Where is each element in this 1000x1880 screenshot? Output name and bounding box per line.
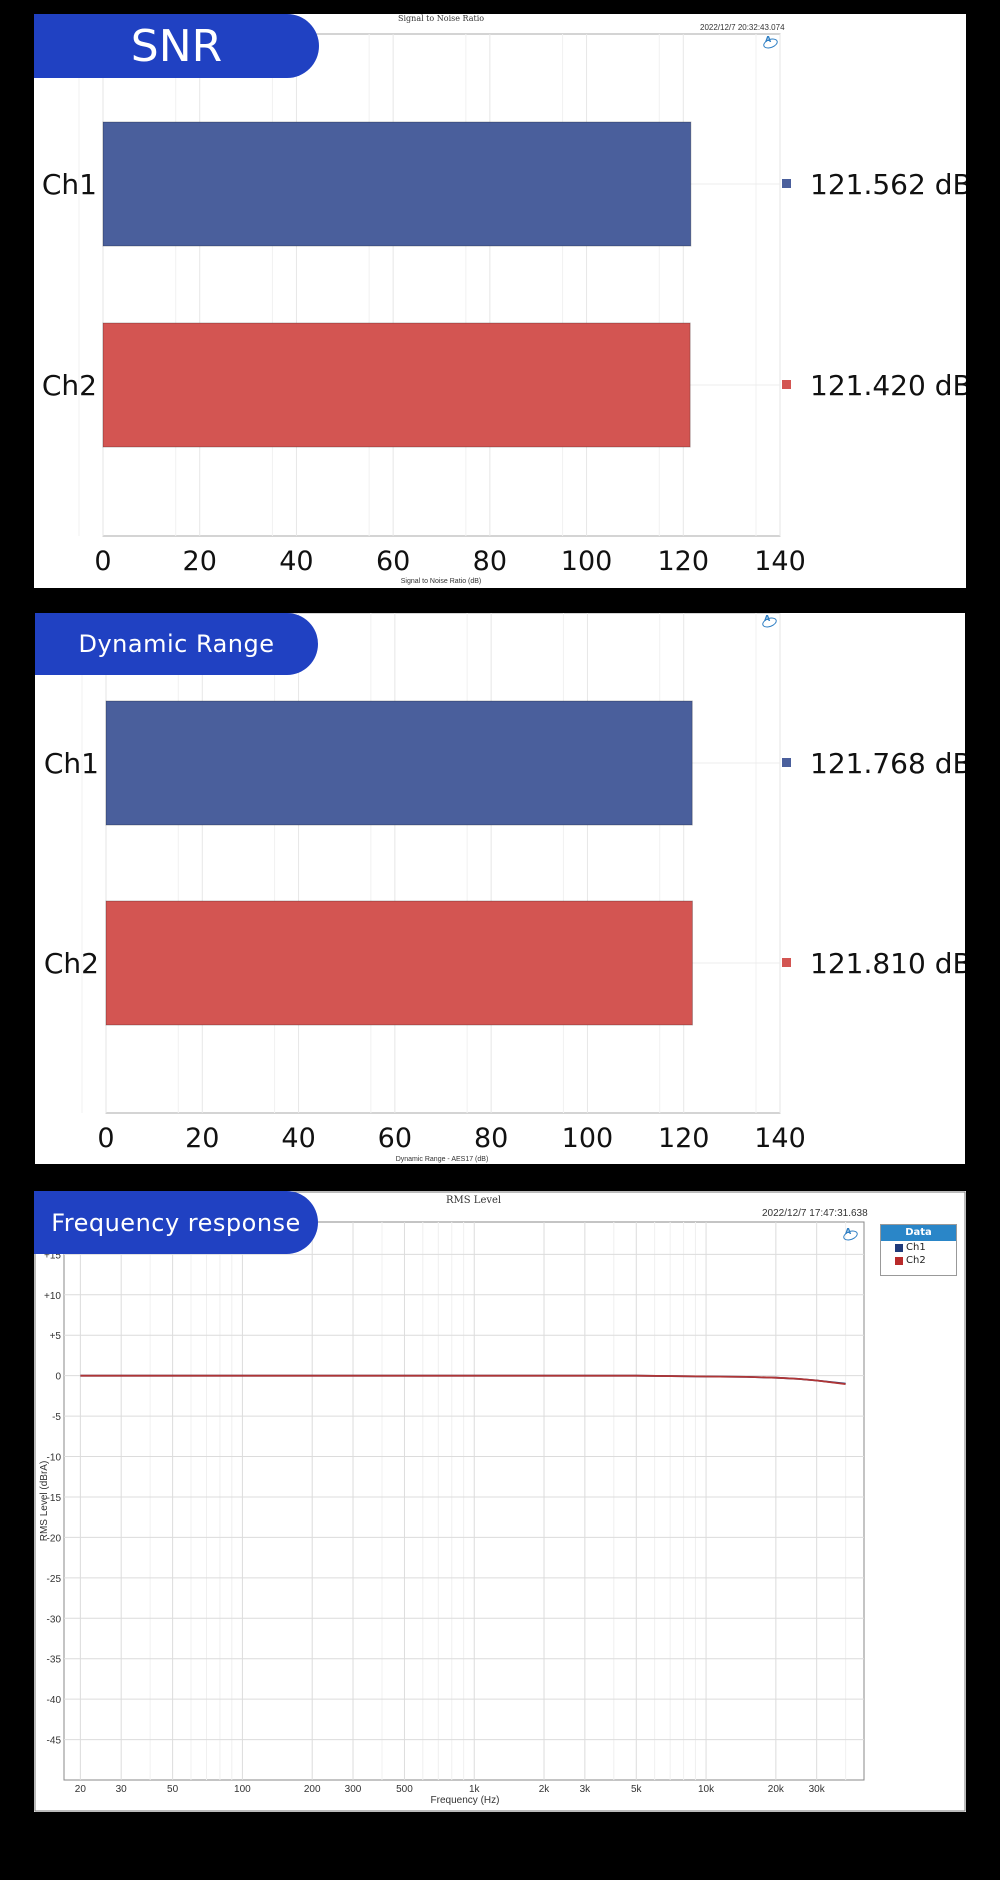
data-label: 121.810 dB <box>810 947 965 980</box>
snr-timestamp: 2022/12/7 20:32:43.074 <box>700 23 785 32</box>
legend-title: Data <box>881 1225 956 1241</box>
dynamic-range-panel: Ch1 121.768 dB Ch2 121.810 dB 0 20 40 60 80 100 12… <box>35 613 965 1164</box>
bar-ch2 <box>105 900 693 1026</box>
frame-border <box>34 1191 966 1812</box>
legend-swatch-ch2 <box>895 1256 903 1265</box>
x-tick-label: 20k <box>768 1784 785 1795</box>
x-tick-label: 0 <box>94 546 111 577</box>
frequency-response-tab: Frequency response <box>34 1191 318 1254</box>
snr-panel: Signal to Noise Ratio 2022/12/7 20:32:43… <box>34 14 966 588</box>
x-tick-label: 300 <box>345 1784 362 1795</box>
y-tick-label: 0 <box>55 1372 61 1383</box>
value-marker <box>782 958 791 967</box>
fr-timestamp: 2022/12/7 17:47:31.638 <box>762 1208 868 1219</box>
x-tick-label: 60 <box>376 546 410 577</box>
legend-item-ch1: Ch1 <box>881 1241 956 1254</box>
x-tick-label: 30 <box>116 1784 128 1795</box>
x-tick-label: 80 <box>474 1123 508 1154</box>
x-tick-label: 0 <box>97 1123 114 1154</box>
x-tick-label: 100 <box>234 1784 251 1795</box>
x-tick-label: 120 <box>658 1123 710 1154</box>
data-label: 121.562 dB <box>810 168 966 201</box>
plot-area <box>102 33 781 537</box>
y-tick-label: -45 <box>47 1736 62 1747</box>
dynamic-range-tab: Dynamic Range <box>35 613 318 675</box>
value-marker <box>782 179 791 188</box>
ap-logo-icon <box>762 35 778 47</box>
y-tick-label: -15 <box>47 1493 62 1504</box>
x-tick-label: 20 <box>185 1123 219 1154</box>
y-tick-label: -25 <box>47 1574 62 1585</box>
category-label: Ch2 <box>44 947 99 980</box>
x-tick-label: 40 <box>281 1123 315 1154</box>
data-label: 121.420 dB <box>810 369 966 402</box>
x-tick-label: 10k <box>698 1784 715 1795</box>
y-axis-label: RMS Level (dBrA) <box>39 1461 50 1542</box>
legend-swatch-ch1 <box>895 1243 903 1252</box>
x-tick-label: 50 <box>167 1784 179 1795</box>
x-tick-label: 30k <box>809 1784 826 1795</box>
data-label: 121.768 dB <box>810 747 965 780</box>
value-marker <box>782 380 791 389</box>
x-tick-label: 100 <box>561 546 613 577</box>
bar-ch1 <box>102 121 692 247</box>
y-tick-label: -10 <box>47 1453 62 1464</box>
bar-ch2 <box>102 322 691 448</box>
frequency-response-panel: 20 30 50 100 200 300 500 1k 2k 3k 5k 10k 20k 30k +15 +1… <box>34 1191 966 1812</box>
x-tick-label: 5k <box>631 1784 643 1795</box>
snr-chart-title: Signal to Noise Ratio <box>398 14 485 23</box>
y-tick-label: +5 <box>50 1331 62 1342</box>
legend-item-ch2: Ch2 <box>881 1254 956 1267</box>
x-tick-label: 20 <box>75 1784 87 1795</box>
legend-label-ch1: Ch1 <box>906 1242 926 1253</box>
x-tick-label: 120 <box>658 546 710 577</box>
ap-logo-icon <box>842 1227 858 1239</box>
x-tick-label: 2k <box>539 1784 551 1795</box>
x-tick-label: 200 <box>304 1784 321 1795</box>
x-tick-label: 60 <box>378 1123 412 1154</box>
snr-bar-chart: Ch1 121.562 dB Ch2 121.420 dB 0 20 40 60 80 100 12… <box>42 33 966 585</box>
x-tick-label: 80 <box>473 546 507 577</box>
x-tick-label: 40 <box>279 546 313 577</box>
fr-chart-title: RMS Level <box>446 1195 502 1206</box>
x-tick-label: 1k <box>469 1784 481 1795</box>
x-axis-label: Signal to Noise Ratio (dB) <box>401 578 482 585</box>
series-line-ch2 <box>80 1374 846 1385</box>
y-tick-label: -20 <box>47 1533 62 1544</box>
x-tick-label: 20 <box>183 546 217 577</box>
x-axis-label: Frequency (Hz) <box>431 1795 500 1806</box>
y-tick-label: -35 <box>47 1655 62 1666</box>
legend-label-ch2: Ch2 <box>906 1255 926 1266</box>
x-tick-label: 3k <box>580 1784 592 1795</box>
y-tick-label: +10 <box>44 1291 61 1302</box>
ap-logo-icon <box>761 614 777 626</box>
frequency-response-line-chart: 20 30 50 100 200 300 500 1k 2k 3k 5k 10k 20k 30k +15 +1… <box>34 1191 966 1812</box>
value-marker <box>782 758 791 767</box>
y-tick-label: -5 <box>52 1412 61 1423</box>
y-tick-label: -30 <box>47 1614 62 1625</box>
bar-ch1 <box>105 700 693 826</box>
snr-tab: SNR <box>34 14 319 78</box>
x-tick-label: 500 <box>396 1784 413 1795</box>
legend: Data Ch1 Ch2 <box>880 1224 957 1276</box>
x-tick-label: 140 <box>754 546 806 577</box>
y-tick-label: -40 <box>47 1695 62 1706</box>
x-tick-label: 100 <box>562 1123 614 1154</box>
category-label: Ch2 <box>42 369 97 402</box>
category-label: Ch1 <box>44 747 99 780</box>
dynamic-range-bar-chart: Ch1 121.768 dB Ch2 121.810 dB 0 20 40 60 80 100 12… <box>44 613 965 1163</box>
plot-area <box>105 613 781 1114</box>
category-label: Ch1 <box>42 168 97 201</box>
y-tick-label: +15 <box>44 1250 61 1261</box>
x-tick-label: 140 <box>754 1123 806 1154</box>
x-axis-label: Dynamic Range - AES17 (dB) <box>396 1156 489 1163</box>
